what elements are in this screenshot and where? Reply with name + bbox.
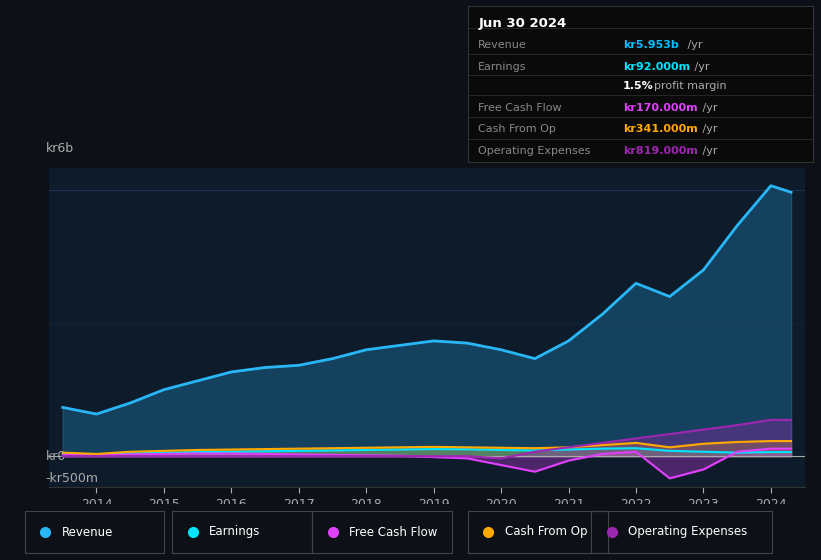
Text: kr5.953b: kr5.953b xyxy=(623,40,679,50)
Text: -kr500m: -kr500m xyxy=(45,472,99,485)
Text: kr0: kr0 xyxy=(45,450,66,463)
Text: Revenue: Revenue xyxy=(62,525,113,539)
Text: Free Cash Flow: Free Cash Flow xyxy=(479,102,562,113)
Text: 1.5%: 1.5% xyxy=(623,81,654,91)
Text: profit margin: profit margin xyxy=(654,81,727,91)
Text: kr819.000m: kr819.000m xyxy=(623,146,698,156)
Text: /yr: /yr xyxy=(699,102,718,113)
Text: kr92.000m: kr92.000m xyxy=(623,62,690,72)
Text: /yr: /yr xyxy=(699,124,718,134)
Text: Cash From Op: Cash From Op xyxy=(505,525,587,539)
Text: kr170.000m: kr170.000m xyxy=(623,102,698,113)
Text: Operating Expenses: Operating Expenses xyxy=(628,525,747,539)
Text: Revenue: Revenue xyxy=(479,40,527,50)
Text: kr341.000m: kr341.000m xyxy=(623,124,698,134)
Text: Free Cash Flow: Free Cash Flow xyxy=(349,525,438,539)
Text: Operating Expenses: Operating Expenses xyxy=(479,146,590,156)
Text: Earnings: Earnings xyxy=(209,525,261,539)
Text: Earnings: Earnings xyxy=(479,62,527,72)
Text: /yr: /yr xyxy=(691,62,710,72)
Text: Cash From Op: Cash From Op xyxy=(479,124,556,134)
Text: /yr: /yr xyxy=(699,146,718,156)
Text: /yr: /yr xyxy=(684,40,702,50)
Text: Jun 30 2024: Jun 30 2024 xyxy=(479,17,566,30)
Text: kr6b: kr6b xyxy=(45,142,74,155)
